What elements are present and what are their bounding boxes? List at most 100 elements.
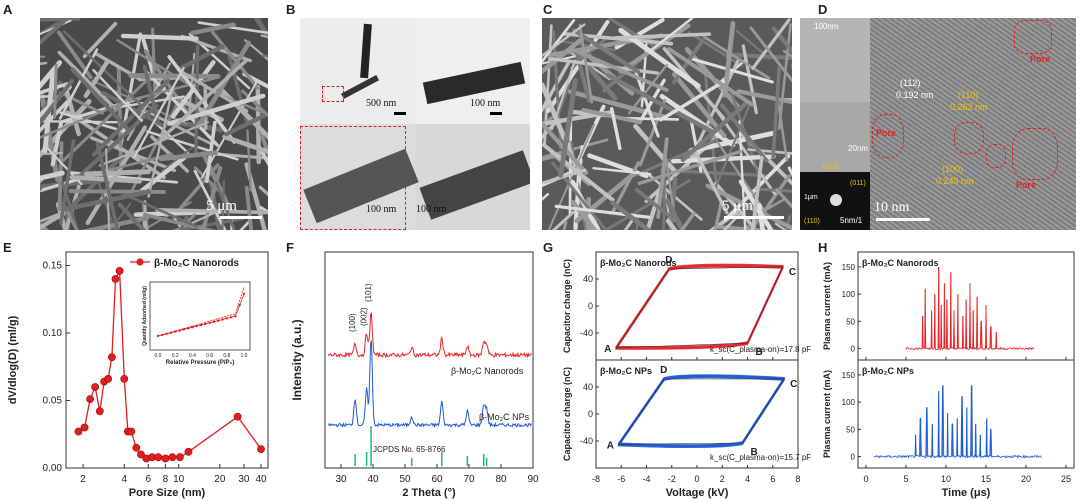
data-point (115, 266, 124, 275)
y-tick-label: 100 (842, 398, 856, 407)
y-tick-label: -40 (580, 436, 593, 446)
scale-bar-b2 (490, 112, 502, 115)
sem-rod (717, 225, 782, 230)
sem-rod (574, 171, 637, 224)
vertex-label: A (607, 440, 614, 451)
sem-rod (687, 31, 743, 68)
panel-label-g: G (543, 240, 554, 255)
sem-rod (567, 89, 667, 120)
sem-rod (618, 27, 701, 89)
x-tick-label: 4 (121, 474, 127, 485)
sem-rod (160, 58, 249, 140)
x-tick-label: 50 (399, 474, 411, 485)
panel-label-a: A (3, 2, 13, 17)
vertex-label: B (756, 347, 763, 358)
sem-rod (776, 100, 789, 162)
sem-rod (82, 21, 118, 59)
pore-outline-1 (1014, 20, 1052, 54)
sem-rod (667, 47, 755, 107)
series-label-nanorods: β-Mo₂C Nanorods (451, 366, 524, 376)
sem-rod (40, 178, 104, 189)
sem-rod (542, 35, 586, 75)
sem-rod (222, 134, 268, 155)
data-point (161, 454, 170, 463)
inset-y-label: Quantity Adsorbed (ml/g) (142, 286, 148, 346)
scale-bar-d (876, 218, 930, 221)
sem-rod (142, 212, 217, 230)
sem-rod (656, 137, 669, 219)
x-tick-label: 8 (163, 474, 169, 485)
sem-rod (611, 161, 641, 214)
sem-rod (672, 72, 727, 139)
data-point (86, 395, 94, 404)
d-spacing-112: 0.192 nm (896, 90, 934, 100)
sem-rod (40, 61, 48, 66)
sem-rod (40, 211, 66, 230)
scale-label-a: 5 μm (206, 198, 237, 214)
y-tick-label: 0.15 (43, 261, 63, 272)
chart-g: Voltage (kV) -8 -6 -4 -2 0 2 4 6 8 -40 0 40 Capacitor… (562, 251, 811, 499)
xrd-series-nps (327, 340, 532, 429)
sem-image-a: 5 μm (40, 18, 268, 230)
saed-label-012: (012) (822, 164, 839, 171)
sem-rod (572, 48, 669, 92)
inset-x-tick-label: 0.8 (223, 353, 230, 359)
data-point (233, 412, 242, 421)
loop-trace (615, 266, 784, 350)
sem-rod (747, 148, 792, 155)
sem-rod (688, 130, 776, 154)
sem-rod (613, 32, 712, 40)
inset-x-tick-label: 0.4 (189, 353, 196, 359)
inset-adsorption (157, 293, 245, 337)
scale-label-b4: 100 nm (416, 204, 447, 215)
panel-label-c: C (543, 2, 553, 17)
sem-rod (645, 181, 664, 230)
sem-rod (224, 113, 266, 137)
peak-label: (100) (348, 313, 357, 332)
x-tick-label: 5 (903, 474, 908, 484)
sem-rod (550, 59, 576, 130)
panel-label-d: D (818, 2, 828, 17)
sem-rod (670, 154, 776, 164)
data-point (132, 443, 141, 452)
sem-rod (665, 218, 678, 230)
x-tick-label: 6 (770, 474, 775, 484)
vertex-label: D (660, 365, 667, 376)
sem-rod (659, 79, 726, 122)
y-axis-label: Capacitor charge (nC) (562, 367, 572, 461)
series-label-nps: β-Mo₂C NPs (479, 412, 530, 422)
sem-rod (756, 202, 766, 230)
loop-trace (615, 263, 784, 348)
data-point (137, 450, 145, 459)
sem-rod (193, 169, 227, 230)
loop-trace (615, 264, 784, 349)
sem-rod (771, 26, 792, 55)
y-tick-label: 150 (842, 263, 856, 272)
current-trace (905, 266, 1035, 351)
plot-frame (65, 251, 269, 469)
sem-rod (702, 63, 718, 186)
sem-rod (95, 141, 120, 230)
x-tick-label: 0 (694, 474, 699, 484)
inset-x-tick-label: 0.6 (206, 353, 213, 359)
sem-rod (633, 123, 679, 175)
sem-rod (62, 189, 152, 212)
sem-rod (572, 28, 641, 74)
saed-inner-scale: 1μm (804, 194, 818, 201)
sem-texture-c (542, 18, 792, 230)
peak-label: (101) (364, 283, 373, 302)
sem-rod (128, 73, 221, 79)
zoom-box (322, 86, 344, 102)
sem-rod (40, 21, 60, 35)
x-tick-label: -6 (617, 474, 625, 484)
scale-label-d: 10 nm (874, 200, 910, 215)
sem-rod (246, 129, 252, 192)
x-axis-label: Pore Size (nm) (129, 487, 206, 499)
sem-image-c: 5 μm (542, 18, 792, 230)
sem-rod (53, 63, 58, 119)
y-tick-label: 40 (583, 382, 593, 392)
x-tick-label: 15 (981, 474, 991, 484)
y-axis-label: Plasma current (mA) (822, 262, 832, 350)
x-axis-label: Voltage (kV) (666, 487, 729, 499)
pore-outline-2 (872, 114, 904, 158)
